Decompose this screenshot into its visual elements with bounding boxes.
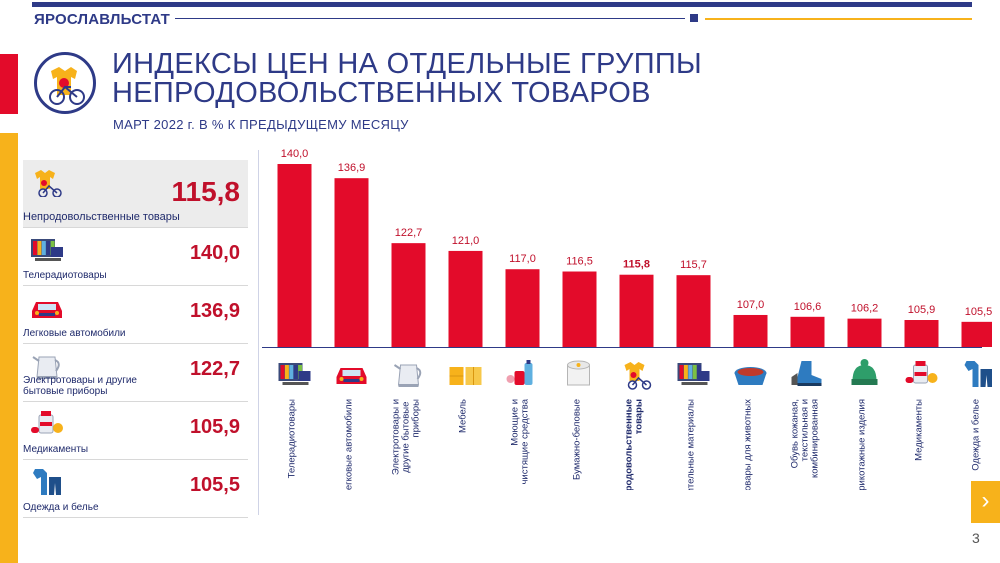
detergent-icon xyxy=(506,360,533,385)
bar xyxy=(277,164,312,347)
bar xyxy=(676,275,711,347)
clothes-bicycle-icon xyxy=(624,362,652,390)
category-logo-icon xyxy=(34,52,96,114)
summary-label: Одежда и белье xyxy=(23,502,99,513)
summary-value: 140,0 xyxy=(189,242,240,264)
top-accent-bar xyxy=(32,2,972,7)
category-label: Моющие ичистящие средства xyxy=(510,398,531,484)
page-number: 3 xyxy=(972,530,980,546)
bar-value-label: 106,6 xyxy=(794,301,822,313)
category-label: Трикотажные изделия xyxy=(857,399,868,490)
category-label: Непродовольственныетовары xyxy=(624,399,645,490)
clothes-icon xyxy=(33,469,61,495)
panel-divider xyxy=(258,150,259,515)
category-label: Товары для животных xyxy=(743,399,754,490)
category-label: Бумажно-беловые xyxy=(572,399,583,480)
pet-bowl-icon xyxy=(734,367,767,385)
category-label: Телерадиотовары xyxy=(287,399,298,479)
page-title: ИНДЕКСЫ ЦЕН НА ОТДЕЛЬНЫЕ ГРУППЫ НЕПРОДОВ… xyxy=(112,48,703,109)
bar-value-label: 136,9 xyxy=(338,162,366,174)
clothes-bicycle-icon xyxy=(35,170,62,197)
kettle-icon xyxy=(32,356,60,379)
summary-row: 105,9 Медикаменты xyxy=(23,402,248,460)
bar xyxy=(733,314,768,347)
bar-value-label: 121,0 xyxy=(452,235,480,247)
bar xyxy=(790,316,825,347)
bar xyxy=(619,274,654,347)
bar-value-label: 106,2 xyxy=(851,303,879,315)
summary-value: 105,9 xyxy=(189,416,240,438)
category-label: Обувь кожаная,текстильная икомбинированн… xyxy=(790,399,821,478)
bar xyxy=(505,269,540,347)
bar-value-label: 107,0 xyxy=(737,299,765,311)
paper-roll-icon xyxy=(567,360,590,386)
bar xyxy=(334,178,369,347)
summary-label: Медикаменты xyxy=(23,444,89,455)
bar xyxy=(847,318,882,347)
bar xyxy=(391,243,426,347)
bar-value-label: 117,0 xyxy=(509,253,536,265)
bar-value-label: 116,5 xyxy=(566,256,593,268)
building-materials-icon xyxy=(677,363,710,385)
summary-label: Непродовольственные товары xyxy=(23,211,180,223)
header-yellow-line xyxy=(705,18,972,20)
header-square xyxy=(690,14,698,22)
furniture-icon xyxy=(449,367,482,385)
summary-value: 115,8 xyxy=(171,176,240,207)
summary-value: 105,5 xyxy=(189,474,240,496)
summary-panel: 115,8 Непродовольственные товары 140,0 Теле… xyxy=(23,160,248,518)
bar-value-label: 140,0 xyxy=(281,148,309,160)
bar-value-label: 105,5 xyxy=(965,306,992,318)
page-subtitle: МАРТ 2022 г. В % К ПРЕДЫДУЩЕМУ МЕСЯЦУ xyxy=(113,117,409,132)
next-slide-button[interactable]: › xyxy=(971,481,1000,523)
yellow-side-strip xyxy=(0,133,18,563)
bar-value-label: 115,7 xyxy=(680,259,707,271)
summary-label: Теле­радиотовары xyxy=(23,270,107,281)
header-divider xyxy=(175,18,685,19)
boot-icon xyxy=(791,361,822,386)
price-index-bar-chart: 140,0 Телерадиотовары 136,9 Легковые автомо… xyxy=(262,148,992,490)
brand-name: ЯРОСЛАВЛЬСТАТ xyxy=(34,11,170,28)
bar xyxy=(961,321,992,347)
clothes-icon xyxy=(964,361,992,387)
car-icon xyxy=(32,302,62,318)
summary-row: 140,0 Теле­радиотовары xyxy=(23,228,248,286)
bar-value-label: 105,9 xyxy=(908,304,936,316)
summary-value: 122,7 xyxy=(189,358,240,380)
kettle-icon xyxy=(393,364,422,387)
summary-row: 105,5 Одежда и белье xyxy=(23,460,248,518)
category-label: Одежда и белье xyxy=(971,399,982,471)
knit-hat-icon xyxy=(851,359,878,385)
summary-label: Электротовары и другие бытовые приборы xyxy=(23,375,137,397)
category-label: Электротовары идругие бытовые приборы xyxy=(391,399,422,475)
summary-label: Легковые автомобили xyxy=(23,328,126,339)
medicine-icon xyxy=(31,411,63,434)
category-label: Мебель xyxy=(458,399,469,433)
category-label: Строительные материалы xyxy=(686,399,697,490)
bar xyxy=(562,271,597,347)
medicine-icon xyxy=(905,361,938,384)
summary-row-total: 115,8 Непродовольственные товары xyxy=(23,160,248,228)
category-label: Легковые автомобили xyxy=(344,399,355,490)
bar-value-label: 115,8 xyxy=(623,259,650,271)
bar xyxy=(448,250,483,347)
red-side-strip xyxy=(0,54,18,114)
category-label: Медикаменты xyxy=(914,399,925,461)
tv-icon xyxy=(278,363,311,385)
bar-value-label: 122,7 xyxy=(395,227,423,239)
tv-icon xyxy=(31,239,63,261)
bar xyxy=(904,320,939,347)
summary-value: 136,9 xyxy=(189,300,240,322)
car-icon xyxy=(336,368,367,384)
summary-row: 136,9 Легковые автомобили xyxy=(23,286,248,344)
summary-row: 122,7 Электротовары и другие бытовые приб… xyxy=(23,344,248,402)
